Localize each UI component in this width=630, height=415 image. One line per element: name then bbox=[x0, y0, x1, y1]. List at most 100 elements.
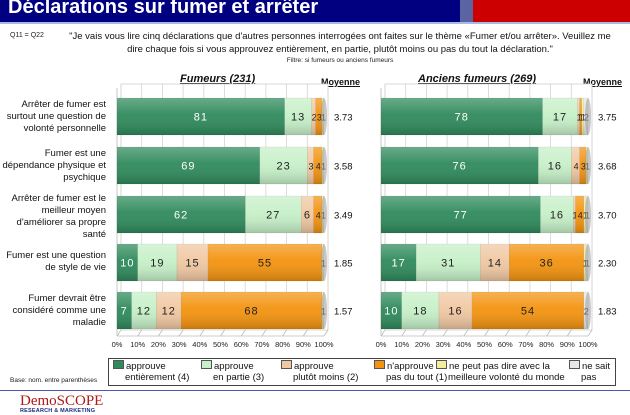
data-label: 4 bbox=[574, 162, 579, 172]
logo-subtitle: RESEARCH & MARKETING bbox=[20, 408, 96, 414]
data-label: 16 bbox=[550, 210, 564, 222]
moyenne-value: 3.58 bbox=[334, 162, 353, 173]
bar-segment-shade bbox=[313, 147, 322, 184]
data-label: 1 bbox=[577, 113, 582, 123]
chart-title-fumeurs: Fumeurs (231) bbox=[180, 73, 256, 85]
bar-segment-shade bbox=[542, 98, 578, 135]
moyenne-value: 3.70 bbox=[598, 211, 617, 222]
axis-tick bbox=[178, 329, 184, 337]
axis-tick bbox=[158, 329, 163, 337]
x-tick-label: 80% bbox=[539, 340, 554, 349]
legend-label: entièrement (4) bbox=[125, 372, 190, 383]
bar-segment-shade bbox=[416, 244, 481, 281]
axis-tick bbox=[137, 329, 143, 337]
x-tick-label: 70% bbox=[254, 340, 269, 349]
x-tick-label: 20% bbox=[151, 340, 166, 349]
bar-segment-shade bbox=[583, 196, 586, 233]
demoscope-logo: DemoSCOPE RESEARCH & MARKETING bbox=[20, 394, 103, 415]
legend-item-approuve-entierement: approuve entièrement (4) bbox=[113, 360, 189, 383]
filter-note: Filtre: si fumeurs ou anciens fumeurs bbox=[286, 57, 394, 64]
bar-segment-shade bbox=[472, 292, 584, 329]
bar-segment-shade bbox=[579, 98, 582, 135]
x-tick-label: 40% bbox=[456, 340, 471, 349]
bar-segment-shade bbox=[313, 196, 322, 233]
data-label: 10 bbox=[120, 258, 134, 270]
x-tick-label: 50% bbox=[213, 340, 228, 349]
data-label: 77 bbox=[454, 210, 468, 222]
row-label-maladie: Fumer devrait être considéré comme une m… bbox=[12, 293, 106, 328]
bar-end-cap bbox=[585, 196, 591, 233]
bar-segment-shade bbox=[259, 147, 308, 184]
x-tick-label: 90% bbox=[560, 340, 575, 349]
x-tick-label: 100% bbox=[578, 340, 598, 349]
data-label: 4 bbox=[578, 211, 583, 221]
axis-tick bbox=[504, 329, 510, 337]
axis-tick bbox=[261, 329, 267, 337]
data-label: 69 bbox=[181, 161, 195, 173]
bar-segment-shade bbox=[156, 292, 182, 329]
legend-swatch bbox=[113, 360, 124, 369]
data-label: 81 bbox=[194, 112, 208, 124]
legend-label: n'approuve bbox=[387, 361, 434, 372]
x-tick-label: 30% bbox=[436, 340, 451, 349]
legend-label: meilleure volonté du monde bbox=[448, 372, 565, 383]
legend: approuve entièrement (4) approuve en parti… bbox=[108, 358, 616, 386]
bar-segment-shade bbox=[117, 147, 260, 184]
bar-segment-shade bbox=[117, 244, 138, 281]
bar-segment-shade bbox=[581, 98, 584, 135]
base-note: Base: nom. entre parenthèses bbox=[10, 377, 98, 384]
bar-segment-shade bbox=[245, 196, 302, 233]
legend-label: approuve bbox=[214, 361, 254, 372]
bar-segment-shade bbox=[311, 98, 316, 135]
bar-end-cap bbox=[321, 98, 327, 135]
bar-segment-shade bbox=[438, 292, 473, 329]
data-label: 3 bbox=[309, 162, 314, 172]
axis-tick bbox=[302, 329, 308, 337]
bar-segment-shade bbox=[117, 98, 285, 135]
axis-tick bbox=[282, 329, 287, 337]
legend-label: ne peut pas dire avec la bbox=[449, 361, 550, 372]
axis-tick bbox=[442, 329, 448, 337]
x-tick-label: 60% bbox=[234, 340, 249, 349]
bar-segment-shade bbox=[208, 244, 322, 281]
x-tick-label: 60% bbox=[498, 340, 513, 349]
moyenne-value: 3.49 bbox=[334, 211, 353, 222]
x-tick-label: 0% bbox=[112, 340, 123, 349]
axis-tick bbox=[380, 329, 386, 337]
data-label: 31 bbox=[441, 258, 455, 270]
bar-segment-shade bbox=[137, 244, 178, 281]
data-label: 36 bbox=[539, 258, 553, 270]
axis-tick bbox=[116, 329, 122, 337]
legend-label: ne sait bbox=[582, 361, 610, 372]
moyenne-value: 1.83 bbox=[598, 307, 617, 318]
moyenne-value: 2.30 bbox=[598, 259, 617, 270]
header-divider bbox=[0, 22, 630, 24]
x-tick-label: 30% bbox=[172, 340, 187, 349]
bar-segment-shade bbox=[480, 244, 510, 281]
bar-segment-shade bbox=[509, 244, 584, 281]
data-label: 76 bbox=[453, 161, 467, 173]
axis-tick bbox=[199, 329, 205, 337]
data-label: 18 bbox=[413, 306, 427, 318]
data-label: 55 bbox=[258, 258, 272, 270]
legend-item-approuve-en-partie: approuve en partie (3) bbox=[201, 360, 264, 383]
x-tick-label: 80% bbox=[275, 340, 290, 349]
data-label: 1 bbox=[573, 211, 578, 221]
row-label-sante: Arrêter de fumer est le meilleur moyen d… bbox=[11, 193, 106, 240]
axis-tick bbox=[546, 329, 551, 337]
bar-segment-shade bbox=[177, 244, 209, 281]
data-label: 1 bbox=[579, 113, 584, 123]
axis-tick bbox=[401, 329, 407, 337]
legend-label: approuve bbox=[294, 361, 334, 372]
moyenne-header-fumeurs: Moyenne bbox=[321, 77, 361, 87]
bar-segment-shade bbox=[401, 292, 439, 329]
bar-segment-shade bbox=[577, 98, 580, 135]
legend-swatch bbox=[281, 360, 292, 369]
data-label: 12 bbox=[137, 306, 151, 318]
data-label: 78 bbox=[455, 112, 469, 124]
legend-label: en partie (3) bbox=[213, 372, 265, 383]
data-label: 54 bbox=[521, 306, 535, 318]
bar-segment-shade bbox=[381, 196, 541, 233]
bar-segment-shade bbox=[571, 147, 580, 184]
moyenne-value: 3.73 bbox=[334, 113, 353, 124]
